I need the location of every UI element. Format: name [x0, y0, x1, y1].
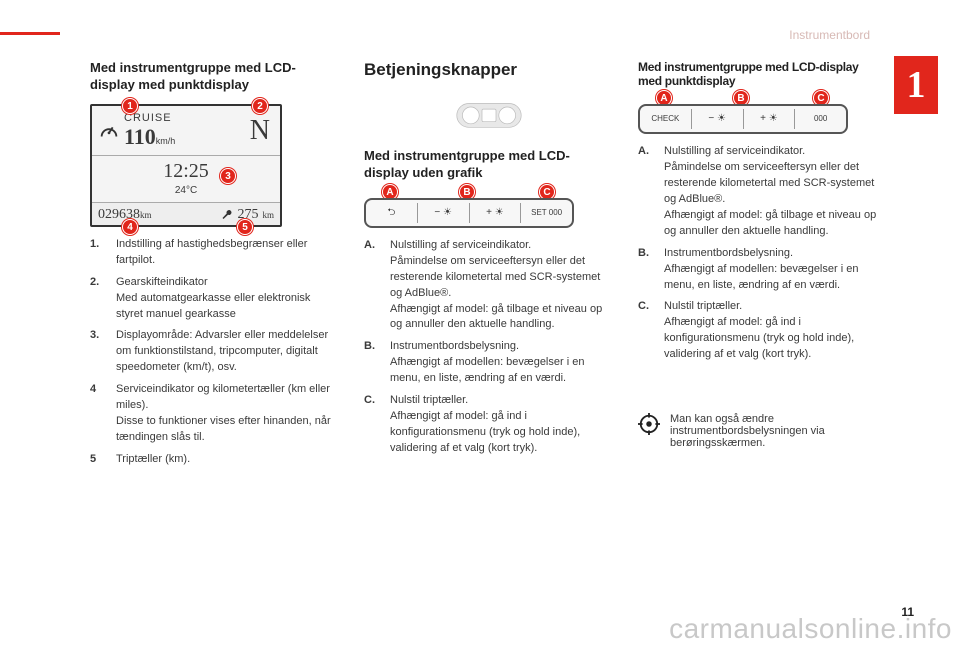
item-text: Instrumentbordsbelysning. Afhængigt af m…	[390, 339, 614, 387]
item-text: Nulstil triptæller. Afhængigt af model: …	[664, 299, 878, 363]
marker: 2.	[90, 275, 106, 323]
instrument-cluster-icon	[454, 94, 524, 134]
button-strip-1: ⮌ − ☀ + ☀ SET 000	[364, 198, 574, 228]
col3-title: Med instrumentgruppe med LCD-display med…	[638, 60, 878, 88]
col2-subtitle: Med instrumentgruppe med LCD-display ude…	[364, 148, 614, 182]
lcd-time: 12:25	[163, 160, 209, 182]
note-text: Man kan også ændre instrumentbordsbelysn…	[670, 413, 878, 449]
marker: B.	[638, 246, 654, 294]
callout-4: 4	[122, 219, 138, 235]
callout-5: 5	[237, 219, 253, 235]
column-3: Med instrumentgruppe med LCD-display med…	[638, 60, 878, 474]
strip-cell-minus2: − ☀	[692, 109, 744, 129]
watermark: carmanualsonline.info	[669, 613, 952, 645]
marker: C.	[638, 299, 654, 363]
item-text: Displayområde: Advarsler eller meddelels…	[116, 328, 340, 376]
marker: 3.	[90, 328, 106, 376]
wrench-icon	[221, 209, 233, 221]
list-item: B.Instrumentbordsbelysning. Afhængigt af…	[638, 246, 878, 294]
note-box: Man kan også ændre instrumentbordsbelysn…	[638, 413, 878, 449]
col3-list: A.Nulstilling af serviceindikator. Påmin…	[638, 144, 878, 363]
item-text: Nulstilling af serviceindikator. Påminde…	[390, 238, 614, 334]
item-text: Nulstilling af serviceindikator. Påminde…	[664, 144, 878, 240]
lcd-speed: 110	[124, 124, 156, 149]
callout-1: 1	[122, 98, 138, 114]
column-2: Betjeningsknapper Med instrumentgruppe m…	[364, 60, 614, 474]
callout-3: 3	[220, 168, 236, 184]
marker: 4	[90, 382, 106, 446]
strip-cell-set: SET 000	[521, 203, 572, 223]
strip-cell-back: ⮌	[366, 203, 418, 223]
list-item: C.Nulstil triptæller. Afhængigt af model…	[638, 299, 878, 363]
item-text: Indstilling af hastighedsbegrænser eller…	[116, 237, 340, 269]
column-1: Med instrumentgruppe med LCD- display me…	[90, 60, 340, 474]
lcd-odo-unit: km	[140, 210, 152, 220]
strip-cell-minus: − ☀	[418, 203, 470, 223]
list-item: B.Instrumentbordsbelysning. Afhængigt af…	[364, 339, 614, 387]
strip-cell-plus: + ☀	[470, 203, 522, 223]
header-accent-bar	[0, 32, 60, 35]
list-item: A.Nulstilling af serviceindikator. Påmin…	[638, 144, 878, 240]
marker: 5	[90, 452, 106, 468]
speedometer-icon	[98, 120, 120, 142]
target-icon	[638, 413, 660, 435]
lcd-trip-unit: km	[262, 210, 274, 220]
strip-cell-check: CHECK	[640, 109, 692, 129]
col2-list: A.Nulstilling af serviceindikator. Påmin…	[364, 238, 614, 457]
item-text: Triptæller (km).	[116, 452, 190, 468]
list-item: A.Nulstilling af serviceindikator. Påmin…	[364, 238, 614, 334]
list-item: 3.Displayområde: Advarsler eller meddele…	[90, 328, 340, 376]
list-item: 5 Triptæller (km).	[90, 452, 340, 468]
col1-title: Med instrumentgruppe med LCD- display me…	[90, 60, 340, 94]
col2-title: Betjeningsknapper	[364, 60, 614, 80]
marker: C.	[364, 393, 380, 457]
lcd-gear: N	[250, 115, 274, 147]
list-item: 4Serviceindikator og kilometertæller (km…	[90, 382, 340, 446]
item-text: Serviceindikator og kilometertæller (km …	[116, 382, 340, 446]
lcd-temp: 24°C	[92, 185, 280, 202]
list-item: 1. Indstilling af hastighedsbegrænser ell…	[90, 237, 340, 269]
lcd-speed-unit: km/h	[156, 136, 176, 146]
list-item: C.Nulstil triptæller. Afhængigt af model…	[364, 393, 614, 457]
marker: A.	[364, 238, 380, 334]
item-text: Gearskifteindikator Med automatgearkasse…	[116, 275, 340, 323]
marker: B.	[364, 339, 380, 387]
button-strip-2: CHECK − ☀ + ☀ 000	[638, 104, 848, 134]
lcd-diagram: 1 2 3 4 5 CRUISE 110km/h N 12:25 24°	[90, 104, 282, 227]
header-section-label: Instrumentbord	[789, 28, 870, 42]
marker: A.	[638, 144, 654, 240]
list-item: 2.Gearskifteindikator Med automatgearkas…	[90, 275, 340, 323]
marker: 1.	[90, 237, 106, 269]
lcd-cruise-label: CRUISE	[124, 112, 175, 124]
strip-cell-000: 000	[795, 109, 846, 129]
callout-2: 2	[252, 98, 268, 114]
strip-cell-plus2: + ☀	[744, 109, 796, 129]
col1-list: 1. Indstilling af hastighedsbegrænser ell…	[90, 237, 340, 468]
item-text: Instrumentbordsbelysning. Afhængigt af m…	[664, 246, 878, 294]
item-text: Nulstil triptæller. Afhængigt af model: …	[390, 393, 614, 457]
